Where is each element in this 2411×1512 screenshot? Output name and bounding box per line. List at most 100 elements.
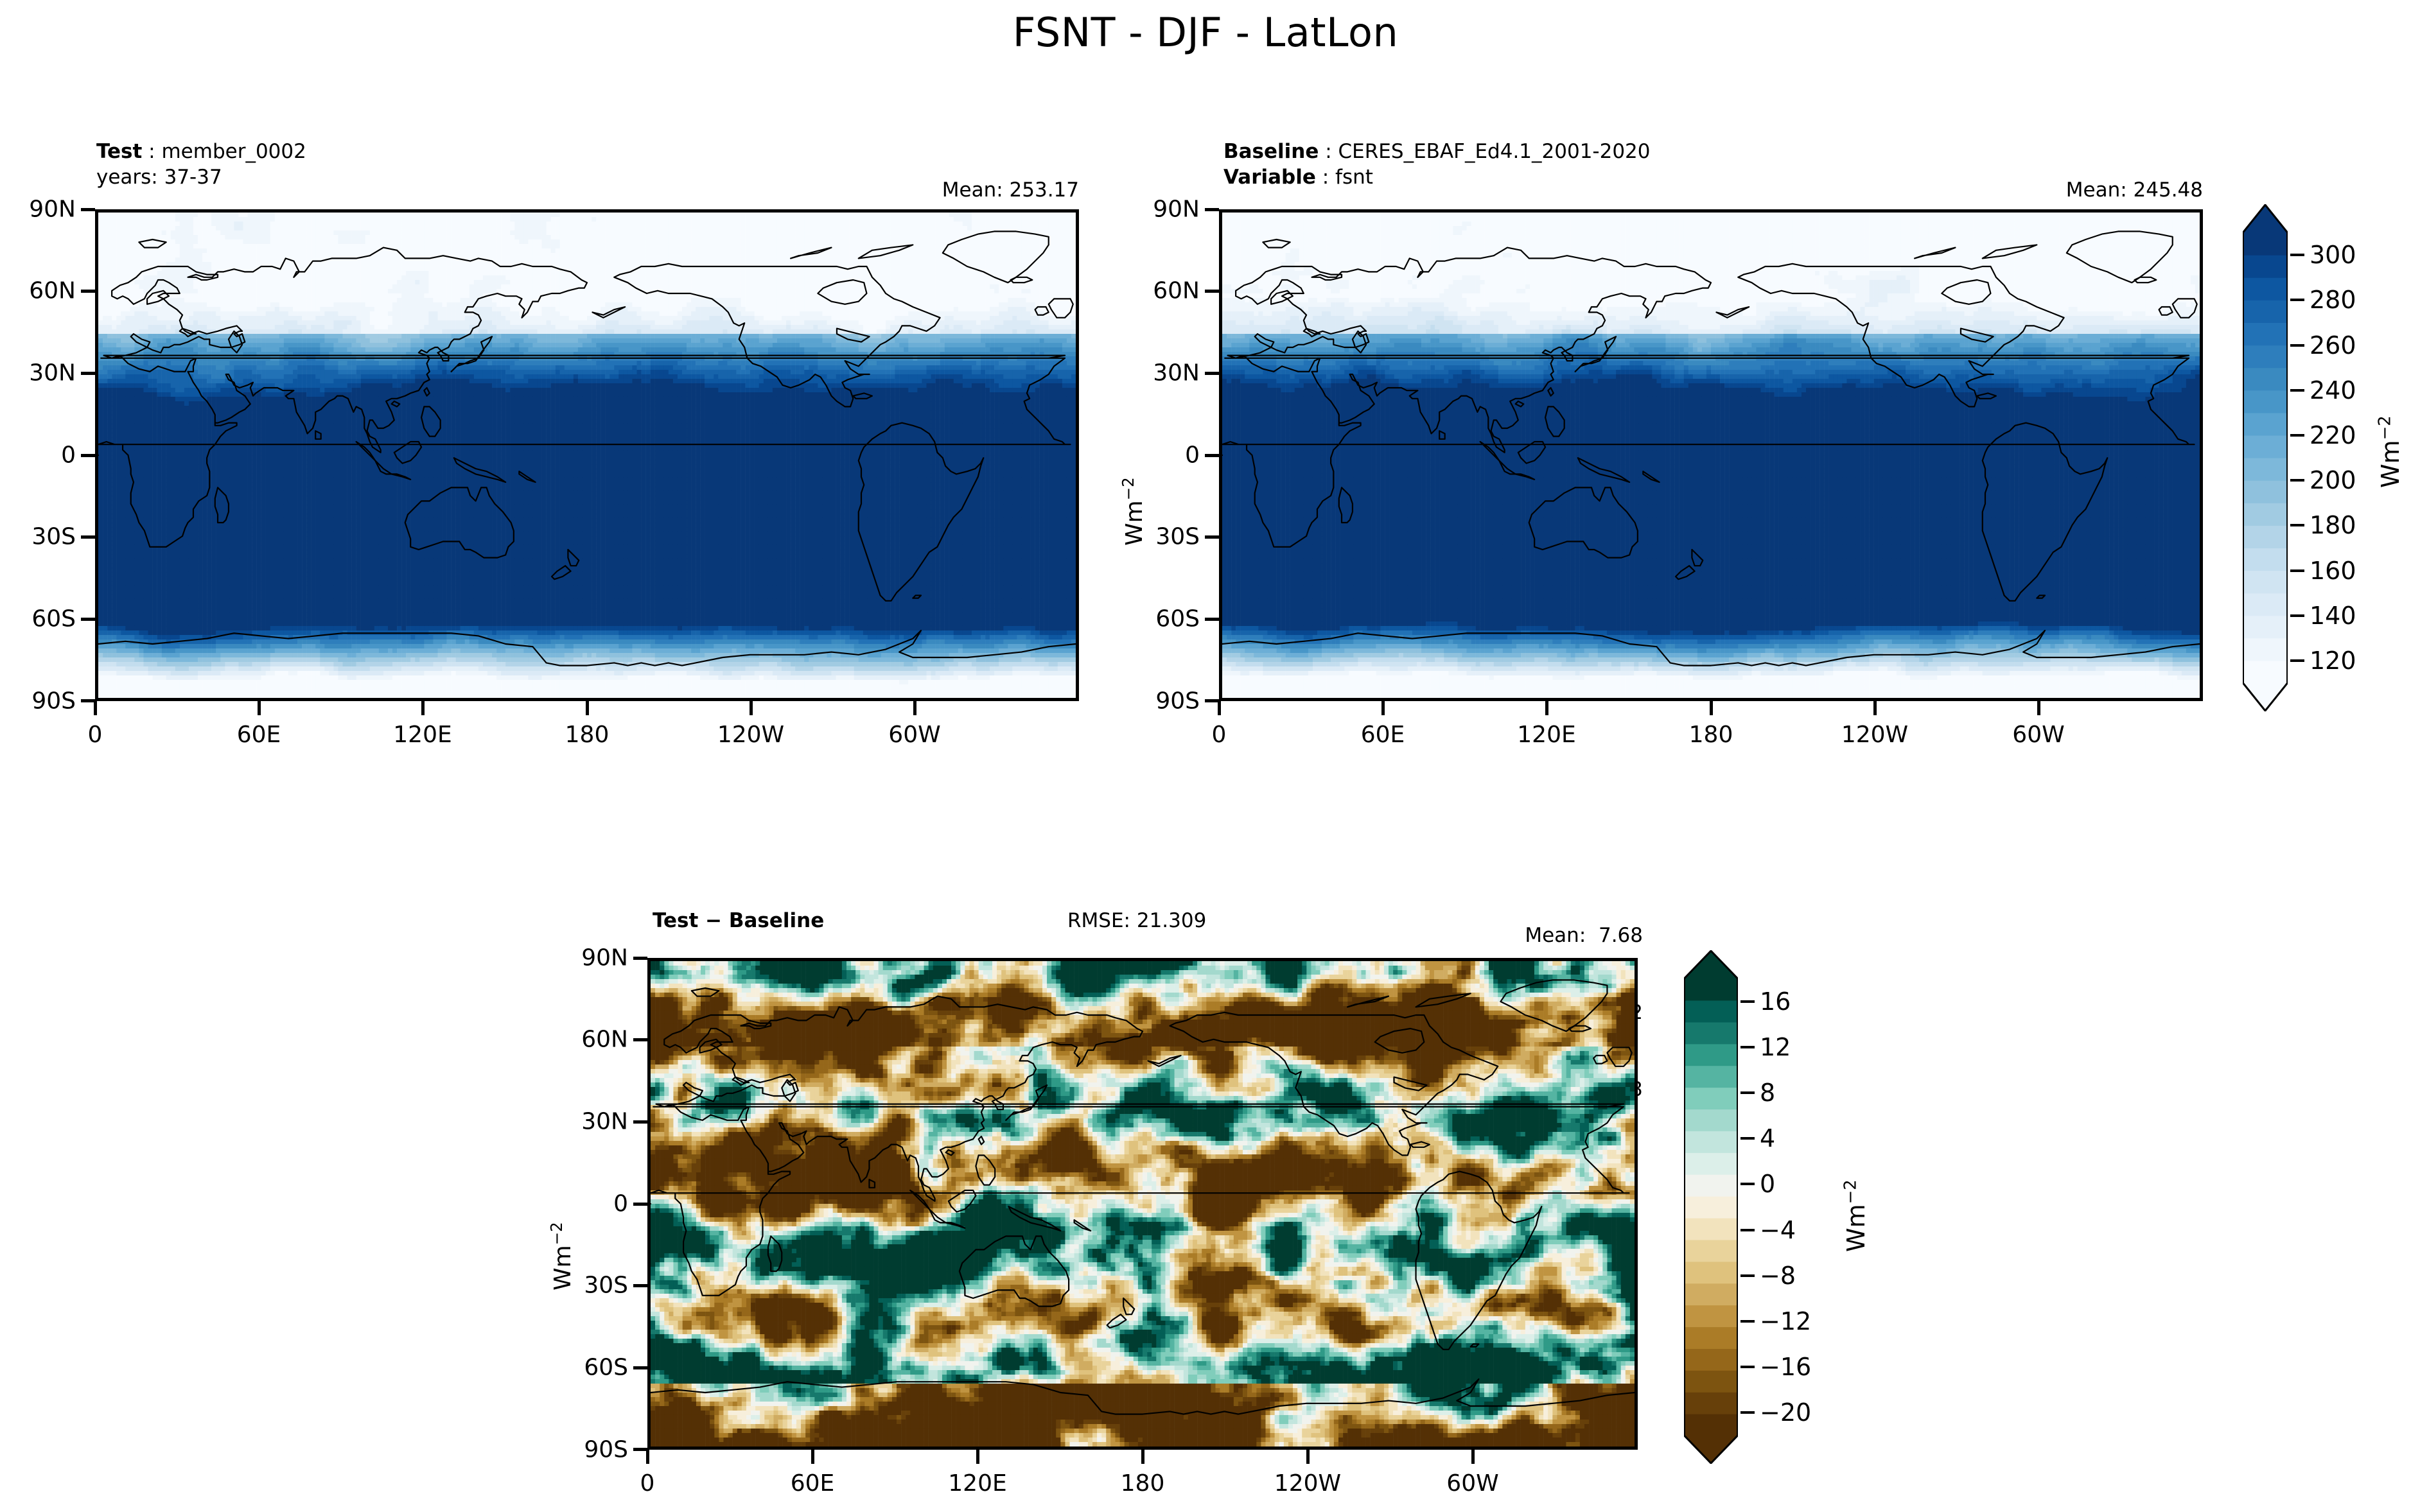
diff-colorbar-tickmark: [1740, 1366, 1755, 1368]
main-colorbar-tickmark: [2290, 524, 2304, 526]
main-colorbar-label: 180: [2310, 511, 2356, 539]
baseline-panel-map[interactable]: [1219, 209, 2203, 701]
xtick-60w: 60W: [888, 722, 940, 748]
xtick3-0: 0: [640, 1470, 655, 1497]
diff-colorbar-tickmark: [1740, 1320, 1755, 1323]
xtick3-180: 180: [1121, 1470, 1165, 1497]
diff-panel-role-label: Test − Baseline: [653, 909, 824, 932]
xtick-120e: 120E: [393, 722, 452, 748]
diff-colorbar-tickmark: [1740, 1411, 1755, 1414]
main-colorbar-tickmark: [2290, 344, 2304, 347]
xtick-0: 0: [88, 722, 103, 748]
ytick3-90n: 90N: [552, 945, 628, 971]
test-panel-years: years: 37-37: [96, 164, 222, 190]
main-colorbar-label: 140: [2310, 602, 2356, 630]
xtick-180: 180: [565, 722, 609, 748]
diff-colorbar-unit: Wm−2: [1842, 1179, 1870, 1252]
main-colorbar-label: 120: [2310, 647, 2356, 675]
ytick-0: 0: [0, 442, 76, 469]
main-colorbar-tickmark: [2290, 614, 2304, 617]
diff-panel-rmse: RMSE: 21.309: [1067, 908, 1206, 934]
diff-colorbar-label: 8: [1760, 1079, 1775, 1107]
xtick2-0: 0: [1212, 722, 1227, 748]
ytick-90n: 90N: [0, 196, 76, 223]
diff-colorbar-label: −16: [1760, 1353, 1811, 1381]
main-colorbar-label: 280: [2310, 286, 2356, 314]
xtick3-60w: 60W: [1446, 1470, 1498, 1497]
ytick2-0: 0: [1124, 442, 1200, 469]
diff-panel-mean: Mean: 7.68: [1322, 923, 1643, 948]
main-colorbar-tickmark: [2290, 434, 2304, 437]
xtick2-180: 180: [1689, 722, 1733, 748]
ytick3-60s: 60S: [552, 1355, 628, 1381]
diff-colorbar-label: 12: [1760, 1033, 1791, 1061]
diff-colorbar[interactable]: [1684, 950, 1738, 1464]
main-colorbar-label: 260: [2310, 331, 2356, 360]
baseline-panel-role-value: CERES_EBAF_Ed4.1_2001-2020: [1338, 140, 1651, 163]
ytick-90s: 90S: [0, 688, 76, 715]
main-colorbar-label: 160: [2310, 557, 2356, 585]
ytick3-30n: 30N: [552, 1109, 628, 1135]
baseline-panel-mean: Mean: 245.48: [1882, 177, 2203, 203]
ytick3-90s: 90S: [552, 1437, 628, 1463]
diff-colorbar-label: −4: [1760, 1216, 1796, 1244]
ytick2-90s: 90S: [1124, 688, 1200, 715]
baseline-panel-source: Baseline : CERES_EBAF_Ed4.1_2001-2020: [1223, 139, 1651, 164]
test-panel-mean: Mean: 253.17: [758, 177, 1079, 203]
main-colorbar-tickmark: [2290, 569, 2304, 572]
diff-colorbar-tickmark: [1740, 1137, 1755, 1140]
main-colorbar-tickmark: [2290, 299, 2304, 301]
diff-colorbar-label: −8: [1760, 1262, 1796, 1290]
diff-colorbar-tickmark: [1740, 1183, 1755, 1185]
ytick2-60n: 60N: [1124, 278, 1200, 304]
ytick3-60n: 60N: [552, 1027, 628, 1053]
xtick-60e: 60E: [237, 722, 281, 748]
diff-colorbar-label: 0: [1760, 1170, 1775, 1198]
diff-colorbar-label: −20: [1760, 1398, 1811, 1427]
main-colorbar[interactable]: [2243, 204, 2288, 711]
ytick2-60s: 60S: [1124, 606, 1200, 632]
ytick-60s: 60S: [0, 606, 76, 632]
diff-panel-map[interactable]: [647, 958, 1638, 1450]
main-colorbar-label: 240: [2310, 376, 2356, 404]
diff-colorbar-tickmark: [1740, 1000, 1755, 1003]
diff-colorbar-tickmark: [1740, 1091, 1755, 1094]
baseline-panel-variable: Variable : fsnt: [1223, 164, 1373, 190]
main-colorbar-tickmark: [2290, 389, 2304, 392]
xtick2-120w: 120W: [1841, 722, 1908, 748]
diff-colorbar-tickmark: [1740, 1274, 1755, 1277]
ytick3-0: 0: [552, 1191, 628, 1217]
ytick2-90n: 90N: [1124, 196, 1200, 223]
main-colorbar-tickmark: [2290, 479, 2304, 482]
ytick-60n: 60N: [0, 278, 76, 304]
ytick-30s: 30S: [0, 524, 76, 550]
main-colorbar-unit: Wm−2: [2376, 415, 2405, 488]
baseline-variable-label: Variable: [1223, 166, 1316, 189]
figure-title: FSNT - DJF - LatLon: [0, 9, 2411, 56]
main-colorbar-label: 200: [2310, 466, 2356, 494]
xtick3-120e: 120E: [948, 1470, 1006, 1497]
diff-colorbar-label: 4: [1760, 1124, 1775, 1152]
diff-panel-title: Test − Baseline: [653, 908, 824, 934]
xtick2-120e: 120E: [1517, 722, 1575, 748]
baseline-variable-value: fsnt: [1335, 166, 1373, 189]
main-colorbar-tickmark: [2290, 254, 2304, 256]
ytick2-30s: 30S: [1124, 524, 1200, 550]
main-colorbar-label: 220: [2310, 421, 2356, 449]
diff-colorbar-tickmark: [1740, 1229, 1755, 1231]
baseline-panel-role-label: Baseline: [1223, 140, 1319, 163]
diff-colorbar-label: −12: [1760, 1307, 1811, 1335]
ytick-30n: 30N: [0, 360, 76, 387]
main-colorbar-label: 300: [2310, 241, 2356, 269]
main-colorbar-tickmark: [2290, 659, 2304, 662]
test-panel-role-label: Test: [96, 140, 142, 163]
xtick2-60w: 60W: [2012, 722, 2064, 748]
ytick2-30n: 30N: [1124, 360, 1200, 387]
diff-colorbar-tickmark: [1740, 1046, 1755, 1048]
ytick3-30s: 30S: [552, 1273, 628, 1299]
xtick3-120w: 120W: [1274, 1470, 1341, 1497]
test-panel-source: Test : member_0002: [96, 139, 306, 164]
diff-colorbar-label: 16: [1760, 987, 1791, 1016]
test-panel-map[interactable]: [95, 209, 1079, 701]
xtick3-60e: 60E: [791, 1470, 835, 1497]
